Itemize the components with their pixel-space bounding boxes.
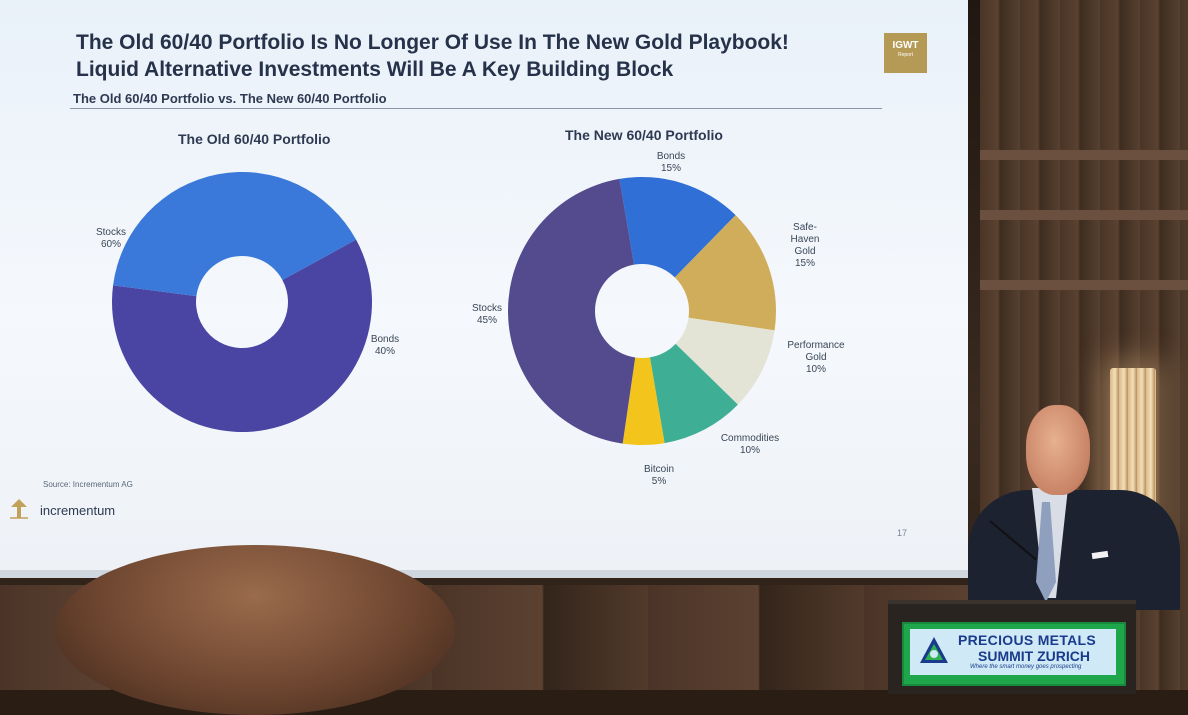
sign-tagline: Where the smart money goes prospecting: [970, 664, 1082, 670]
speaker-suit: [968, 490, 1180, 610]
old-portfolio-chart-title: The Old 60/40 Portfolio: [178, 131, 331, 147]
incrementum-tree-icon: [10, 499, 28, 519]
old-label-bonds-name: Bonds: [370, 334, 400, 345]
slide-title: The Old 60/40 Portfolio Is No Longer Of …: [76, 29, 789, 83]
sign-line1: PRECIOUS METALS: [958, 632, 1097, 648]
incrementum-wordmark: incrementum: [40, 503, 116, 518]
new-portfolio-donut: [507, 177, 776, 445]
pie0-slice-stocks: [112, 239, 373, 433]
new-label-safe-haven-gold-name: Safe-Haven Gold: [790, 222, 820, 257]
new-label-bonds-name: Bonds: [656, 151, 686, 162]
new-label-stocks: Stocks 45%: [464, 303, 510, 327]
new-label-stocks-pct: 45%: [476, 315, 497, 326]
speaker-tie: [1036, 502, 1056, 602]
new-portfolio-chart-title: The New 60/40 Portfolio: [565, 127, 723, 143]
new-label-performance-gold-name: Performance Gold: [787, 340, 845, 363]
old-label-bonds: Bonds 40%: [362, 334, 408, 358]
new-label-bitcoin-pct: 5%: [651, 476, 667, 487]
pie1-slice-bitcoin: [622, 357, 665, 445]
new-label-stocks-name: Stocks: [471, 303, 502, 314]
new-label-commodities-pct: 10%: [739, 445, 760, 456]
new-label-safe-haven-gold-pct: 15%: [794, 258, 815, 269]
new-label-performance-gold: Performance Gold 10%: [778, 340, 854, 376]
old-label-stocks-name: Stocks: [95, 227, 126, 238]
new-label-bonds-pct: 15%: [660, 163, 681, 174]
old-label-bonds-pct: 40%: [374, 346, 395, 357]
summit-triangle-logo-icon: [920, 637, 948, 663]
summit-sign: PRECIOUS METALS SUMMIT ZURICH Where the …: [902, 622, 1126, 686]
old-label-stocks-pct: 60%: [100, 239, 121, 250]
new-label-performance-gold-pct: 10%: [805, 364, 826, 375]
new-label-commodities-name: Commodities: [720, 433, 780, 444]
source-note: Source: Incrementum AG: [43, 480, 133, 489]
speaker-head: [1026, 405, 1090, 495]
slide-title-line2: Liquid Alternative Investments Will Be A…: [76, 58, 674, 81]
pie-charts-canvas: [112, 172, 776, 445]
summit-sign-panel: PRECIOUS METALS SUMMIT ZURICH Where the …: [910, 629, 1116, 675]
new-label-bitcoin: Bitcoin 5%: [636, 464, 682, 488]
new-label-bonds: Bonds 15%: [648, 151, 694, 175]
pie1-slice-bonds: [619, 177, 736, 278]
new-label-bitcoin-name: Bitcoin: [643, 464, 674, 475]
page-number: 17: [897, 528, 908, 538]
pie1-slice-commodities: [649, 343, 738, 444]
old-portfolio-donut: [112, 172, 373, 433]
sign-line2: SUMMIT ZURICH: [978, 648, 1090, 664]
pie0-slice-bonds: [113, 172, 357, 297]
slide-subtitle: The Old 60/40 Portfolio vs. The New 60/4…: [73, 91, 387, 106]
logo-badge-main: IGWT: [892, 40, 919, 51]
slide-title-line1: The Old 60/40 Portfolio Is No Longer Of …: [76, 31, 789, 54]
projected-slide: The Old 60/40 Portfolio Is No Longer Of …: [0, 0, 968, 578]
title-divider: [70, 108, 882, 109]
old-label-stocks: Stocks 60%: [88, 227, 134, 251]
new-label-safe-haven-gold: Safe-Haven Gold 15%: [772, 222, 838, 270]
pie1-slice-safe-haven-gold: [674, 215, 776, 331]
pie1-slice-stocks: [507, 178, 636, 444]
audience-member-head: [55, 545, 455, 715]
new-label-commodities: Commodities 10%: [710, 433, 790, 457]
igwt-report-logo: IGWT Report: [884, 33, 927, 73]
pie1-slice-performance-gold: [675, 317, 775, 405]
logo-badge-sub: Report: [897, 52, 913, 58]
